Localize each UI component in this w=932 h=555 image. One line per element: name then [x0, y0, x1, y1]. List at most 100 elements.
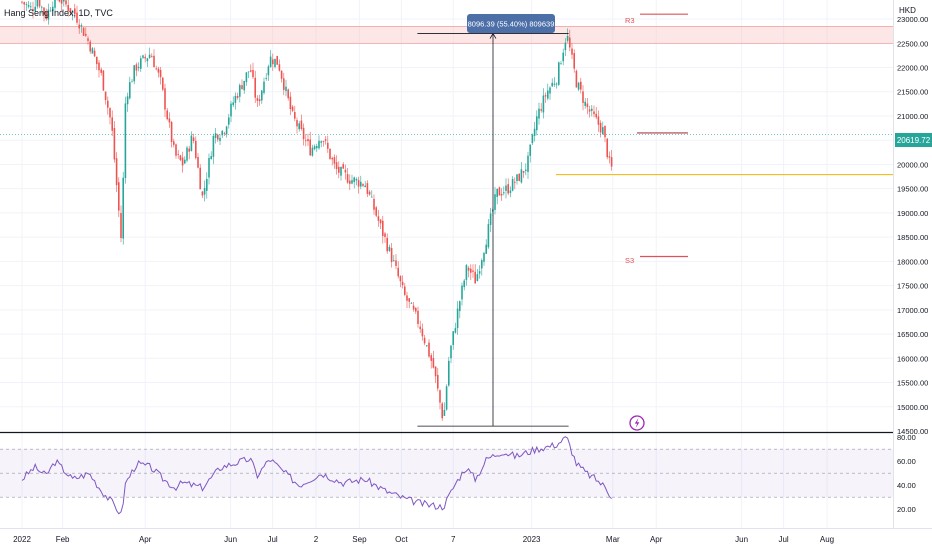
candle — [591, 108, 593, 111]
candle — [274, 58, 276, 68]
candle — [45, 12, 47, 20]
candle — [168, 118, 171, 123]
s3-label: S3 — [625, 256, 634, 265]
time-tick-label: Apr — [650, 535, 663, 544]
candle — [102, 70, 105, 91]
candle — [151, 56, 153, 58]
measure-tool[interactable] — [417, 32, 569, 427]
candle — [294, 112, 296, 119]
candle — [23, 2, 25, 5]
candle — [461, 285, 463, 300]
candle — [364, 185, 366, 188]
candle — [239, 84, 241, 97]
candle — [113, 128, 116, 160]
candle — [551, 82, 553, 87]
time-tick-label: Oct — [395, 535, 408, 544]
candle — [234, 95, 237, 103]
candle — [60, 0, 63, 4]
candle — [483, 252, 485, 262]
candle — [41, 6, 43, 8]
candle — [342, 164, 344, 169]
candle — [531, 134, 534, 144]
candle — [296, 120, 298, 127]
candle — [146, 58, 149, 62]
candle — [558, 62, 560, 85]
candle — [173, 141, 175, 145]
candle — [540, 109, 542, 111]
time-tick-label: Jul — [778, 535, 788, 544]
measure-arrow — [489, 32, 497, 39]
candle — [465, 265, 468, 280]
candle — [118, 182, 120, 211]
time-axis[interactable]: 2022 Feb Apr Jun Jul 2 Sep Oct 7 2023 Mar Apr Jun Jul… — [13, 535, 834, 544]
candle — [164, 88, 166, 110]
candle — [439, 390, 441, 403]
candle — [247, 71, 250, 73]
candle — [256, 98, 259, 101]
price-tick-label: 23000.00 — [897, 15, 928, 24]
candle — [522, 171, 525, 173]
time-tick-label: Sep — [352, 535, 367, 544]
candle — [307, 139, 309, 142]
candle — [285, 86, 287, 92]
candle — [166, 110, 168, 120]
candle — [606, 138, 608, 158]
candle — [21, 1, 23, 3]
candle — [445, 386, 448, 410]
last-price-label: 20619.72 — [897, 136, 931, 145]
measure-label-box[interactable] — [467, 14, 555, 33]
candle — [577, 82, 580, 90]
candle — [82, 27, 85, 36]
candle — [406, 295, 408, 301]
resistance-zone — [0, 26, 893, 44]
candle — [494, 194, 496, 210]
candle — [571, 48, 573, 55]
price-axis[interactable]: 15000.00 15500.00 16000.00 16500.00 17000.00… — [897, 15, 928, 436]
candle — [313, 146, 316, 150]
candle — [525, 169, 527, 171]
candle — [399, 276, 402, 282]
candle — [162, 77, 164, 90]
candle — [584, 101, 586, 106]
candle — [230, 103, 232, 117]
candle — [604, 125, 606, 138]
price-grid — [0, 18, 893, 408]
rsi-axis[interactable]: 20.00 40.00 60.00 80.00 — [897, 433, 916, 514]
price-tick-label: 18000.00 — [897, 257, 928, 266]
candle — [157, 68, 160, 73]
candle — [63, 0, 65, 2]
candle — [401, 281, 404, 286]
candle — [91, 48, 94, 54]
candle — [199, 167, 201, 190]
rsi-tick-label: 80.00 — [897, 433, 916, 442]
candle — [109, 108, 111, 118]
candle — [49, 10, 52, 12]
candle — [241, 85, 243, 90]
zone-rect — [0, 26, 893, 44]
candle — [505, 185, 507, 191]
candle — [509, 190, 512, 193]
candle — [265, 77, 267, 79]
candle — [78, 24, 80, 29]
candle — [412, 305, 415, 310]
candle — [32, 9, 34, 11]
candle — [340, 166, 342, 176]
time-tick-label: Feb — [56, 535, 70, 544]
candle — [267, 66, 270, 76]
price-candles — [21, 0, 613, 421]
price-levels — [0, 13, 893, 258]
candle — [245, 72, 248, 82]
candle — [153, 55, 155, 68]
candle — [221, 130, 223, 136]
candle — [470, 268, 472, 273]
candle — [236, 95, 239, 98]
price-tick-label: 22000.00 — [897, 64, 928, 73]
candle — [140, 58, 142, 69]
candle — [573, 53, 575, 69]
candle — [225, 126, 228, 135]
candle — [432, 358, 435, 368]
candle — [177, 154, 179, 156]
candle — [320, 141, 322, 143]
